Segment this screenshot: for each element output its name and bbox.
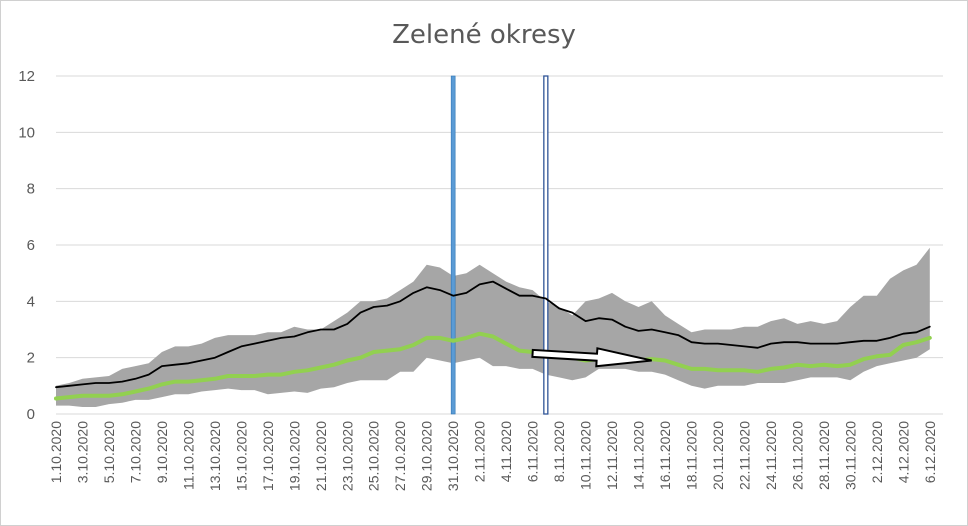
y-tick-label: 4	[27, 293, 35, 310]
x-tick-label: 16.11.2020	[657, 421, 673, 490]
x-tick-label: 29.10.2020	[419, 421, 435, 491]
y-tick-label: 10	[18, 124, 35, 141]
x-tick-label: 30.11.2020	[842, 421, 858, 490]
trend-arrow	[531, 347, 652, 368]
x-tick-label: 9.10.2020	[154, 421, 170, 483]
x-tick-label: 27.10.2020	[392, 421, 408, 491]
series-lines	[54, 280, 932, 401]
x-tick-label: 13.10.2020	[207, 421, 223, 491]
x-tick-label: 15.10.2020	[233, 421, 249, 491]
vertical-marker-2	[543, 75, 549, 415]
x-tick-label: 8.11.2020	[551, 421, 567, 482]
x-tick-label: 10.11.2020	[578, 421, 594, 490]
trend-arrow-shape	[531, 347, 652, 368]
y-axis-ticks: 0 2 4 6 8 10 12	[18, 68, 35, 423]
x-tick-label: 4.12.2020	[895, 421, 911, 483]
chart-title: Zelené okresy	[392, 20, 576, 50]
x-tick-label: 23.10.2020	[339, 421, 355, 491]
x-tick-label: 2.12.2020	[869, 421, 885, 483]
x-tick-label: 21.10.2020	[313, 421, 329, 491]
x-tick-label: 28.11.2020	[816, 421, 832, 490]
y-tick-label: 6	[27, 237, 35, 254]
x-tick-label: 26.11.2020	[789, 421, 805, 490]
x-tick-label: 2.11.2020	[472, 421, 488, 482]
x-tick-label: 18.11.2020	[683, 421, 699, 490]
x-tick-label: 31.10.2020	[445, 421, 461, 491]
x-tick-label: 19.10.2020	[286, 421, 302, 491]
x-tick-label: 25.10.2020	[366, 421, 382, 491]
x-tick-label: 5.10.2020	[101, 421, 117, 483]
x-tick-label: 7.10.2020	[127, 421, 143, 483]
x-tick-label: 11.10.2020	[180, 421, 196, 490]
y-tick-label: 8	[27, 181, 35, 198]
range-band	[56, 247, 930, 407]
x-tick-label: 12.11.2020	[604, 421, 620, 490]
x-tick-label: 1.10.2020	[48, 421, 64, 483]
x-tick-label: 17.10.2020	[260, 421, 276, 491]
x-tick-label: 20.11.2020	[710, 421, 726, 490]
x-tick-label: 4.11.2020	[498, 421, 514, 482]
x-tick-label: 6.11.2020	[525, 421, 541, 482]
y-tick-label: 0	[27, 406, 35, 423]
x-tick-label: 3.10.2020	[74, 421, 90, 483]
y-tick-label: 2	[27, 350, 35, 367]
x-tick-label: 22.11.2020	[736, 421, 752, 490]
range-band-area	[56, 247, 930, 407]
x-tick-label: 6.12.2020	[922, 421, 938, 483]
x-tick-label: 14.11.2020	[631, 421, 647, 490]
y-tick-label: 12	[18, 68, 35, 85]
vertical-marker-1	[450, 75, 456, 415]
x-tick-label: 24.11.2020	[763, 421, 779, 490]
vertical-markers	[450, 75, 549, 415]
x-axis-ticks: 1.10.2020 3.10.2020 5.10.2020 7.10.2020 9.10…	[48, 421, 938, 491]
